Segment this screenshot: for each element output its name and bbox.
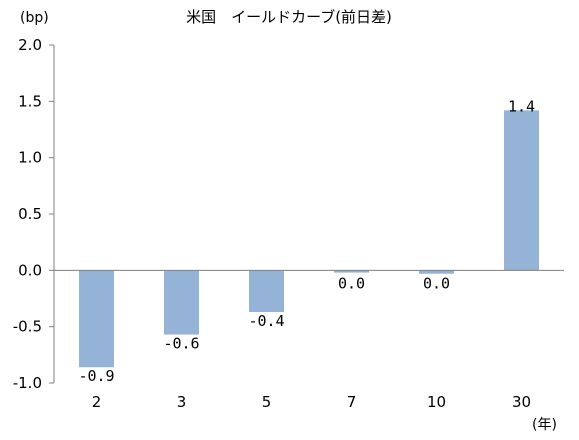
y-tick-label: 1.5 [18, 92, 42, 110]
bar [504, 110, 539, 271]
data-label: 1.4 [508, 97, 535, 115]
x-tick-label: 3 [177, 393, 187, 411]
data-label: 0.0 [423, 274, 450, 292]
y-tick-label: 0.0 [18, 261, 42, 279]
data-label: -0.9 [78, 367, 114, 385]
y-tick-label: -1.0 [13, 374, 42, 392]
data-label: -0.6 [163, 335, 199, 353]
bar [419, 270, 454, 274]
y-tick-label: 0.5 [18, 205, 42, 223]
data-labels: -0.9 -0.6 -0.4 0.0 0.0 1.4 [78, 97, 535, 385]
x-axis: 2 3 5 7 10 30 [92, 393, 531, 411]
x-axis-unit-label: (年) [532, 417, 557, 433]
axis-lines [53, 45, 564, 383]
data-label: -0.4 [248, 312, 284, 330]
bar [334, 270, 369, 273]
x-tick-label: 2 [92, 393, 102, 411]
y-axis-unit-label: (bp) [20, 10, 49, 26]
x-tick-label: 10 [427, 393, 446, 411]
x-tick-label: 5 [262, 393, 272, 411]
chart-title: 米国 イールドカーブ(前日差) [186, 8, 392, 26]
y-tick-label: 2.0 [18, 36, 42, 54]
data-label: 0.0 [338, 274, 365, 292]
y-tick-label: 1.0 [18, 149, 42, 167]
x-tick-label: 30 [512, 393, 531, 411]
bar [79, 270, 114, 368]
bars [79, 110, 539, 368]
bar [249, 270, 284, 313]
bar [164, 270, 199, 335]
x-tick-label: 7 [347, 393, 357, 411]
y-axis: 2.0 1.5 1.0 0.5 0.0 -0.5 -1.0 [13, 36, 54, 392]
y-tick-label: -0.5 [13, 318, 42, 336]
